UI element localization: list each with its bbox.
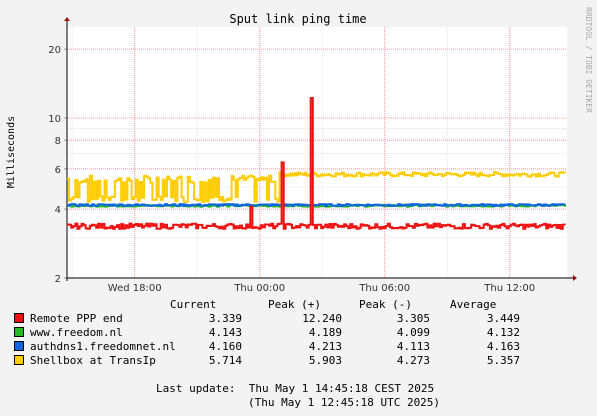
series-line-remote-ppp [67, 97, 566, 230]
y-tick-label: 6 [55, 165, 61, 176]
y-tick-label: 20 [48, 45, 61, 56]
y-axis-arrow [64, 17, 70, 21]
y-tick-label: 10 [48, 114, 61, 125]
x-tick-label: Thu 12:00 [483, 283, 535, 294]
x-tick-label: Wed 18:00 [108, 283, 162, 294]
series-line-shellbox [67, 171, 566, 203]
y-tick-label: 8 [55, 136, 61, 147]
y-tick-label: 4 [55, 205, 61, 216]
x-tick-label: Thu 00:00 [233, 283, 285, 294]
chart-title: Sput link ping time [229, 12, 366, 26]
x-axis-arrow [573, 275, 577, 281]
y-axis-label: Milliseconds [6, 116, 17, 188]
x-tick-label: Thu 06:00 [358, 283, 410, 294]
plot-background [67, 27, 567, 278]
y-tick-label: 2 [55, 274, 61, 285]
rrdtool-credit: RRDTOOL / TOBI OETIKER [584, 7, 593, 113]
series-line-authdns [67, 203, 566, 207]
